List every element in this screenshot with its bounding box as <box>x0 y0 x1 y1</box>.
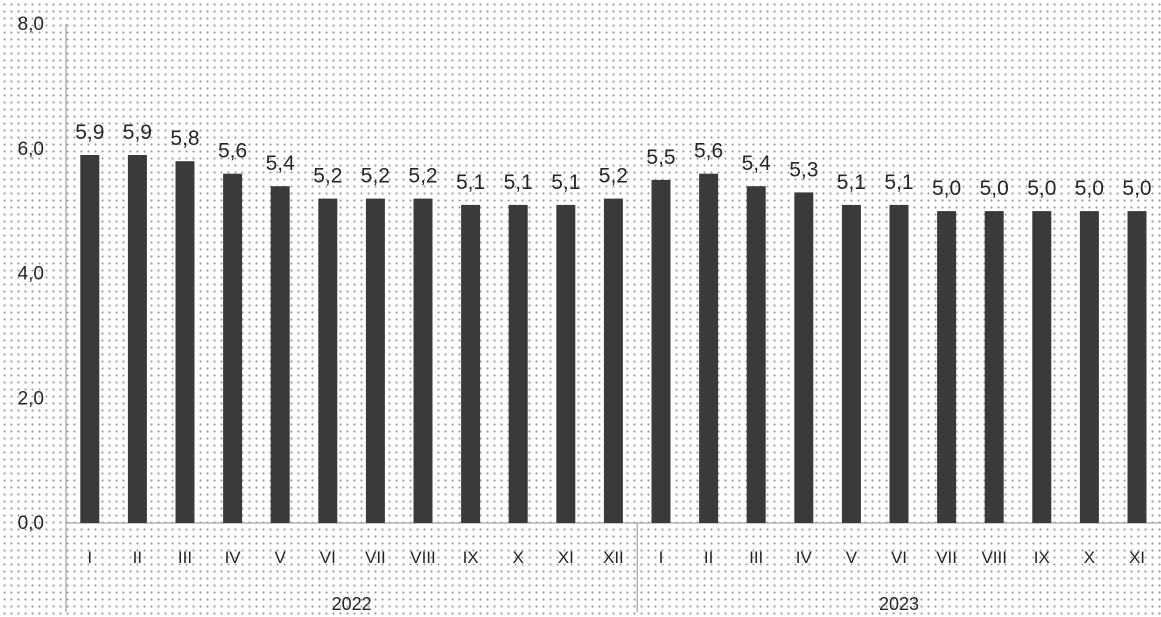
data-label: 5,0 <box>932 177 961 200</box>
x-tick-label: IV <box>225 548 242 567</box>
data-label: 5,0 <box>1075 177 1104 200</box>
bar <box>889 204 909 523</box>
data-label: 5,6 <box>694 140 723 163</box>
bar <box>984 211 1004 523</box>
x-tick-label: IX <box>1034 548 1050 567</box>
data-label: 5,0 <box>980 177 1009 200</box>
bar <box>413 198 433 523</box>
x-tick-label: VI <box>320 548 336 567</box>
x-tick-label: III <box>749 548 763 567</box>
data-label: 5,2 <box>408 165 437 188</box>
bar <box>556 204 576 523</box>
bar <box>937 211 957 523</box>
y-axis: 0,0 2,0 4,0 6,0 8,0 <box>18 14 67 612</box>
x-tick-label: VII <box>365 548 386 567</box>
x-tick-label: VI <box>891 548 907 567</box>
x-tick-label: I <box>659 548 664 567</box>
data-label: 5,2 <box>599 165 628 188</box>
data-label: 5,2 <box>313 165 342 188</box>
bar <box>746 186 766 523</box>
y-tick-label: 6,0 <box>18 139 44 160</box>
data-label: 5,1 <box>551 171 580 194</box>
data-label: 5,9 <box>123 121 152 144</box>
x-tick-label: IV <box>796 548 813 567</box>
x-tick-label: III <box>178 548 192 567</box>
x-tick-label: XI <box>1129 548 1145 567</box>
bar <box>841 204 861 523</box>
x-tick-label: XI <box>558 548 574 567</box>
bar <box>1032 211 1052 523</box>
bar <box>794 192 814 523</box>
bar <box>365 198 385 523</box>
x-tick-label: V <box>275 548 287 567</box>
bar <box>127 155 147 523</box>
bars <box>80 155 1147 523</box>
y-tick-label: 0,0 <box>18 513 44 534</box>
x-tick-label: VIII <box>410 548 436 567</box>
data-label: 5,5 <box>646 146 675 169</box>
group-label: 2023 <box>879 594 919 612</box>
x-tick-label: II <box>133 548 142 567</box>
data-label: 5,1 <box>837 171 866 194</box>
x-tick-label: VIII <box>981 548 1007 567</box>
group-label: 2022 <box>332 594 372 612</box>
bar <box>223 173 243 523</box>
data-label: 5,2 <box>361 165 390 188</box>
bar <box>461 204 481 523</box>
bar <box>270 186 290 523</box>
bar <box>651 179 671 523</box>
x-tick-label: VII <box>936 548 957 567</box>
bar <box>80 155 100 523</box>
x-tick-label: II <box>704 548 713 567</box>
data-label: 5,1 <box>504 171 533 194</box>
data-labels: 5,9 5,9 5,8 5,6 5,4 5,2 5,2 5,2 5,1 5,1 5,1 5,2 5,5 5… <box>75 121 1151 200</box>
data-label: 5,1 <box>884 171 913 194</box>
x-tick-label: X <box>513 548 524 567</box>
data-label: 5,0 <box>1027 177 1056 200</box>
x-tick-label: V <box>846 548 858 567</box>
x-tick-label: XII <box>603 548 624 567</box>
bar <box>175 161 195 523</box>
data-label: 5,4 <box>742 152 772 175</box>
data-label: 5,4 <box>266 152 296 175</box>
data-label: 5,3 <box>789 158 818 181</box>
x-tick-label: I <box>87 548 92 567</box>
bar <box>603 198 623 523</box>
bar <box>1127 211 1147 523</box>
y-tick-label: 4,0 <box>18 264 44 285</box>
data-label: 5,6 <box>218 140 247 163</box>
y-tick-label: 2,0 <box>18 388 44 409</box>
data-label: 5,1 <box>456 171 485 194</box>
x-tick-label: IX <box>463 548 479 567</box>
y-tick-label: 8,0 <box>18 14 44 35</box>
data-label: 5,0 <box>1122 177 1151 200</box>
bar <box>699 173 719 523</box>
data-label: 5,8 <box>170 127 199 150</box>
bar <box>508 204 528 523</box>
bar <box>318 198 338 523</box>
x-tick-label: X <box>1084 548 1095 567</box>
data-label: 5,9 <box>75 121 104 144</box>
bar <box>1079 211 1099 523</box>
